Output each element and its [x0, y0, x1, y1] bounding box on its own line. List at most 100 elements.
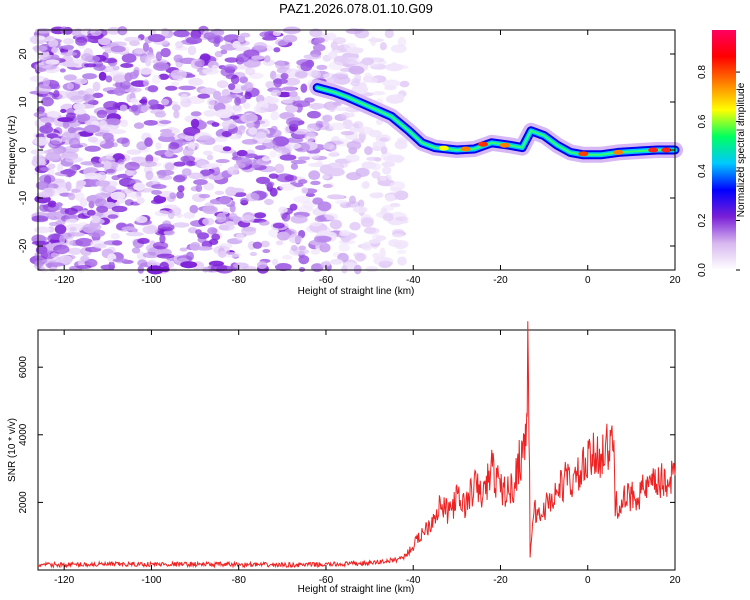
- noise-blob: [181, 168, 192, 176]
- noise-blob: [326, 77, 340, 85]
- noise-blob: [235, 233, 245, 241]
- noise-blob: [379, 42, 387, 51]
- noise-blob: [70, 95, 86, 103]
- noise-blob: [394, 139, 408, 150]
- noise-blob: [34, 259, 44, 268]
- noise-blob: [197, 232, 210, 240]
- noise-blob: [65, 223, 84, 233]
- noise-blob: [210, 28, 225, 37]
- noise-blob: [32, 45, 48, 52]
- noise-blob: [298, 156, 311, 161]
- noise-blob: [381, 161, 395, 168]
- noise-blob: [306, 110, 321, 119]
- noise-blob: [95, 192, 110, 200]
- noise-blob: [47, 163, 56, 170]
- noise-blob: [278, 206, 288, 214]
- noise-blob: [149, 104, 159, 110]
- noise-blob: [183, 212, 196, 219]
- noise-blob: [265, 95, 274, 103]
- spectrogram-x-label: Height of straight line (km): [298, 286, 415, 297]
- noise-blob: [151, 190, 163, 195]
- noise-blob: [239, 32, 251, 38]
- noise-blob: [239, 76, 249, 84]
- noise-blob: [45, 111, 61, 118]
- noise-blob: [384, 28, 394, 39]
- noise-blob: [289, 203, 298, 211]
- noise-blob: [206, 154, 214, 161]
- noise-blob: [339, 67, 356, 72]
- noise-blob: [203, 109, 217, 117]
- noise-blob: [40, 116, 55, 124]
- noise-blob: [251, 55, 265, 60]
- noise-blob: [133, 182, 146, 191]
- noise-blob: [151, 184, 167, 190]
- noise-blob: [84, 258, 98, 268]
- noise-blob: [345, 154, 360, 163]
- noise-blob: [68, 232, 85, 237]
- noise-blob: [283, 77, 301, 86]
- noise-blob: [266, 133, 274, 139]
- noise-blob: [196, 160, 207, 166]
- noise-blob: [262, 249, 271, 254]
- noise-blob: [281, 98, 294, 104]
- noise-blob: [369, 192, 384, 199]
- noise-blob: [63, 74, 77, 81]
- colorbar-tick-label: 0.2: [697, 213, 708, 227]
- noise-blob: [53, 89, 60, 98]
- noise-blob: [298, 267, 306, 272]
- noise-blob: [380, 146, 388, 155]
- noise-blob: [164, 162, 175, 171]
- noise-blob: [93, 243, 107, 249]
- noise-blob: [340, 112, 351, 119]
- noise-blob: [62, 38, 75, 45]
- noise-blob: [242, 102, 251, 109]
- noise-blob: [322, 260, 331, 267]
- noise-blob: [84, 88, 95, 95]
- noise-blob: [354, 73, 362, 84]
- noise-blob: [240, 215, 255, 223]
- y-tick-label: -20: [18, 238, 29, 253]
- noise-blob: [82, 223, 98, 234]
- noise-blob: [371, 171, 381, 179]
- noise-blob: [42, 77, 50, 87]
- noise-blob: [275, 38, 289, 46]
- noise-blob: [382, 204, 395, 212]
- colorbar-ticks: 0.0 0.2 0.4 0.6 0.8: [697, 65, 740, 277]
- noise-blob: [290, 244, 298, 252]
- noise-blob: [228, 133, 242, 140]
- x-tick-label: -60: [319, 275, 334, 286]
- noise-blob: [197, 135, 214, 145]
- noise-blob: [47, 200, 57, 208]
- ridge-hotspot: [438, 145, 449, 151]
- noise-blob: [304, 132, 317, 142]
- noise-blob: [363, 72, 373, 83]
- noise-blob: [232, 40, 241, 49]
- noise-blob: [211, 122, 220, 127]
- y-tick-label: -10: [18, 190, 29, 205]
- noise-blob: [331, 48, 348, 54]
- noise-blob: [270, 111, 280, 121]
- noise-blob: [32, 154, 46, 163]
- noise-blob: [328, 144, 337, 152]
- noise-blob: [301, 187, 309, 194]
- noise-blob: [211, 233, 221, 241]
- noise-blob: [39, 203, 51, 213]
- noise-blob: [220, 49, 228, 55]
- noise-blob: [361, 241, 373, 251]
- noise-blob: [67, 247, 82, 255]
- noise-blob: [220, 67, 235, 77]
- noise-blob: [152, 241, 169, 250]
- noise-blob: [258, 220, 270, 226]
- ridge-hotspot: [648, 147, 659, 153]
- noise-blob: [322, 183, 333, 189]
- noise-blob: [65, 218, 78, 224]
- noise-blob: [281, 85, 297, 93]
- noise-blob: [234, 96, 241, 106]
- noise-blob: [290, 159, 307, 165]
- x-tick-label: -100: [141, 275, 161, 286]
- noise-blob: [184, 135, 194, 142]
- noise-blob: [326, 194, 345, 200]
- noise-blob: [397, 256, 407, 266]
- noise-blob: [391, 233, 404, 238]
- noise-blob: [249, 251, 258, 257]
